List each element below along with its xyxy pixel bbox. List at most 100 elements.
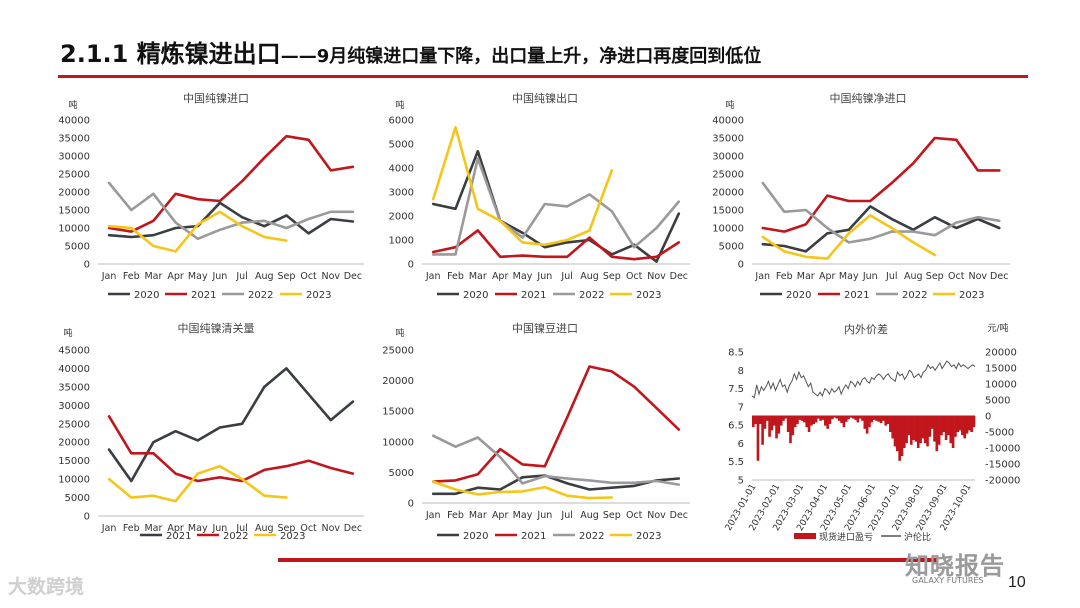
page-title: 2.1.1 精炼镍进出口——9月纯镍进口量下降，出口量上升，净进口再度回到低位 xyxy=(60,34,761,69)
spread-bar xyxy=(863,416,867,429)
x-tick-label-customs: Mar xyxy=(144,523,162,534)
y-tick-label-customs: 35000 xyxy=(58,382,90,393)
spread-bar xyxy=(814,416,818,423)
x-tick-label-import: Dec xyxy=(344,271,362,282)
spread-bar xyxy=(868,416,871,428)
series-line-net-2022 xyxy=(761,181,1001,244)
y-tick-label-net: 10000 xyxy=(712,224,744,235)
x-tick-label-customs: Sep xyxy=(277,523,295,534)
spread-bar xyxy=(807,416,811,432)
spread-bar xyxy=(796,416,799,424)
chart-unit-export: 吨 xyxy=(395,99,404,111)
spread-bar xyxy=(921,416,925,439)
series-line-export-2020 xyxy=(431,149,681,263)
y-tick-label-export: 5000 xyxy=(389,140,414,151)
spread-bar xyxy=(798,416,802,420)
spread-bar xyxy=(914,416,918,442)
y-tick-label-beans: 0 xyxy=(408,499,414,510)
watermark-right: 知晓报告 xyxy=(905,552,1005,580)
y-left-tick-label-spread: 6.5 xyxy=(728,421,744,432)
y-tick-label-beans: 5000 xyxy=(389,468,414,479)
x-tick-label-net: Aug xyxy=(904,271,923,282)
x-tick-label-net: May xyxy=(839,271,859,282)
x-tick-label-customs: Oct xyxy=(300,523,317,534)
spread-bar xyxy=(935,416,939,452)
y-tick-label-import: 30000 xyxy=(58,152,90,163)
x-tick-label-export: Jun xyxy=(536,271,552,282)
x-tick-label-import: Mar xyxy=(144,271,162,282)
x-tick-label-beans: May xyxy=(513,510,533,521)
x-tick-label-customs: Jul xyxy=(235,523,247,534)
spread-bar xyxy=(826,416,829,429)
y-tick-label-customs: 20000 xyxy=(58,438,90,449)
spread-bar xyxy=(777,416,781,434)
spread-bar xyxy=(916,416,920,448)
legend-label-spread-line: 沪伦比 xyxy=(904,531,931,543)
spread-bar xyxy=(861,416,864,421)
chart-title-export: 中国纯镍出口 xyxy=(512,91,578,105)
series-line-import-2020 xyxy=(107,201,355,239)
spread-bar xyxy=(968,416,971,431)
chart-unit-spread: 元/吨 xyxy=(987,322,1008,334)
y-tick-label-net: 5000 xyxy=(719,242,744,253)
spread-bar xyxy=(961,416,964,436)
legend-label-net-2022: 2022 xyxy=(902,290,927,301)
x-tick-label-export: Sep xyxy=(603,271,621,282)
series-line-net-2023 xyxy=(761,214,937,260)
y-tick-label-import: 25000 xyxy=(58,170,90,181)
y-right-tick-label-spread: -5000 xyxy=(985,428,1014,439)
y-tick-label-customs: 10000 xyxy=(58,475,90,486)
x-tick-label-customs: Feb xyxy=(123,523,140,534)
spread-bar xyxy=(840,416,843,424)
y-tick-label-net: 40000 xyxy=(712,116,744,127)
y-tick-label-export: 2000 xyxy=(389,212,414,223)
x-tick-label-net: Jun xyxy=(862,271,878,282)
series-line-beans-2021 xyxy=(431,365,681,483)
spread-bar xyxy=(817,416,820,419)
spread-bar xyxy=(821,416,825,420)
spread-bar xyxy=(858,416,862,419)
watermark-left: 大数跨境 xyxy=(8,576,85,598)
x-tick-label-beans: Jul xyxy=(560,510,572,521)
spread-bar xyxy=(752,416,755,428)
spread-bar xyxy=(854,416,857,420)
y-tick-label-import: 0 xyxy=(84,260,90,271)
page-number: 10 xyxy=(1008,574,1026,591)
spread-bar xyxy=(963,416,967,439)
spread-bar xyxy=(954,416,957,437)
x-tick-label-export: May xyxy=(513,271,533,282)
series-line-beans-2022 xyxy=(431,434,681,486)
y-tick-label-beans: 20000 xyxy=(382,376,414,387)
chart-title-import: 中国纯镍进口 xyxy=(183,91,249,105)
y-tick-label-net: 30000 xyxy=(712,152,744,163)
spread-bar xyxy=(770,416,774,431)
legend-label-import-2023: 2023 xyxy=(306,290,331,301)
x-tick-label-export: Jan xyxy=(425,271,441,282)
spread-bar xyxy=(965,416,969,434)
spread-bar xyxy=(893,416,897,447)
x-tick-label-export: Apr xyxy=(492,271,509,282)
legend-label-export-2023: 2023 xyxy=(636,290,661,301)
x-tick-label-beans: Dec xyxy=(670,510,688,521)
y-right-tick-label-spread: 20000 xyxy=(985,348,1017,359)
y-tick-label-import: 40000 xyxy=(58,116,90,127)
x-tick-label-beans: Jun xyxy=(536,510,552,521)
y-tick-label-beans: 15000 xyxy=(382,407,414,418)
x-tick-label-import: Nov xyxy=(321,271,340,282)
page-title-sub: ——9月纯镍进口量下降，出口量上升，净进口再度回到低位 xyxy=(280,46,762,67)
spread-bar xyxy=(768,416,771,437)
spread-bar xyxy=(907,416,911,436)
spread-bar xyxy=(779,416,783,426)
x-tick-label-export: Mar xyxy=(469,271,487,282)
x-tick-label-export: Jul xyxy=(560,271,572,282)
spread-bar xyxy=(835,416,839,419)
spread-bar xyxy=(882,416,885,421)
spread-bar xyxy=(870,416,874,423)
y-tick-label-customs: 15000 xyxy=(58,456,90,467)
spread-bar xyxy=(763,416,767,429)
x-tick-label-export: Feb xyxy=(447,271,464,282)
spread-bar xyxy=(793,416,797,428)
series-line-import-2021 xyxy=(107,134,355,233)
chart-title-net: 中国纯镍净进口 xyxy=(830,91,907,105)
series-line-import-2023 xyxy=(107,210,288,253)
